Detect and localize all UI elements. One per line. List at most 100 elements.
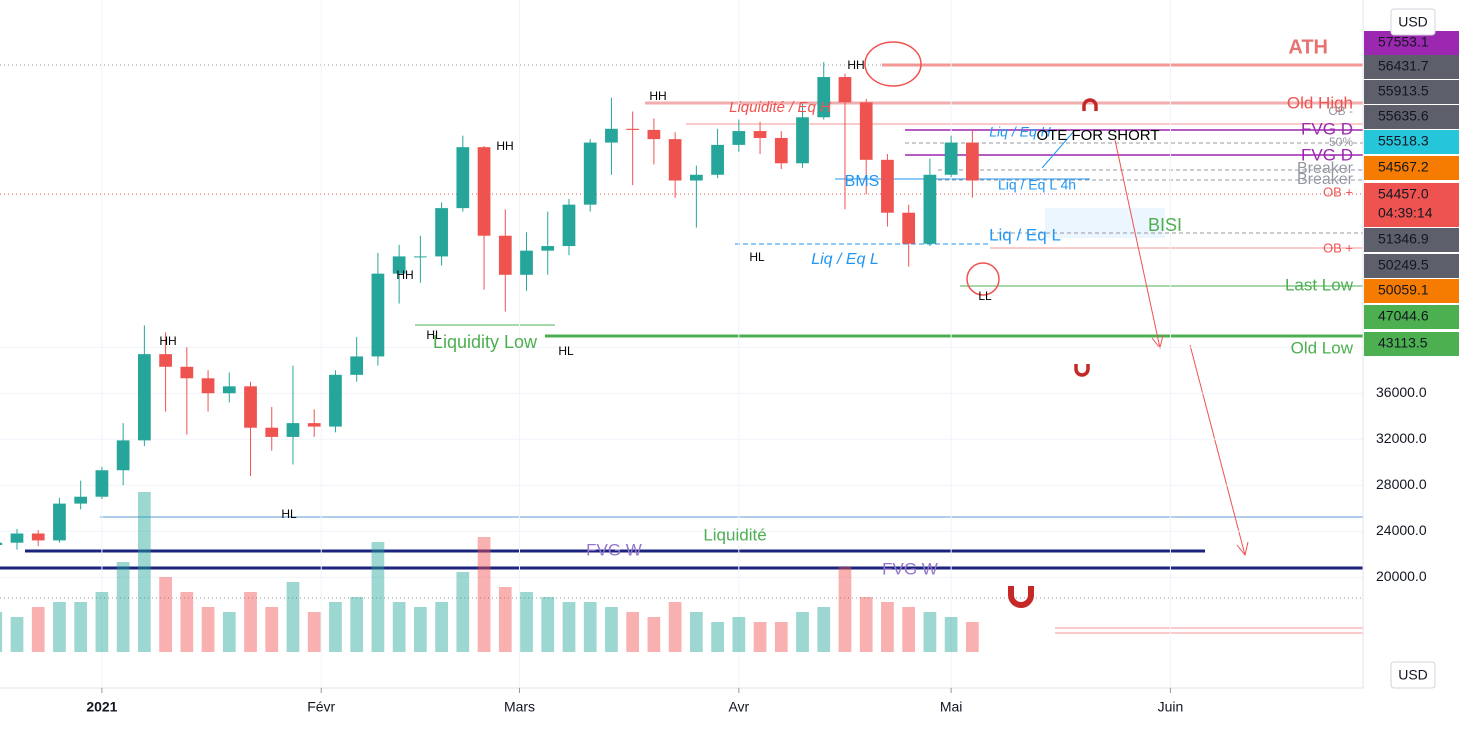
annotation: LL [978, 289, 992, 303]
annotation: OB - [1328, 104, 1353, 118]
highlight-circle [966, 262, 1000, 296]
candle-body [498, 235, 512, 275]
volume-bar [307, 612, 321, 652]
volume-bar [923, 612, 937, 652]
volume-bar [965, 622, 979, 652]
volume-bar [95, 592, 109, 652]
candles [0, 62, 979, 550]
candle-body [0, 542, 3, 546]
annotation: Liq / Eq L [989, 225, 1061, 244]
volume-bar [541, 597, 555, 652]
volume-bar [31, 607, 45, 652]
volume-bar [732, 617, 746, 652]
annotation: HL [281, 507, 297, 521]
currency-label[interactable]: USD [1398, 667, 1428, 683]
candle-body [583, 142, 597, 205]
annotation: Liq / Eq H [989, 124, 1051, 140]
candle-body [371, 273, 385, 357]
axes: 20000.024000.028000.032000.036000.040000… [86, 31, 1459, 715]
price-tag [1364, 228, 1459, 252]
annotation: Last Low [1285, 275, 1354, 294]
volume-bar [180, 592, 194, 652]
annotation: FVG D [1301, 119, 1353, 138]
volume-bar [435, 602, 448, 652]
volume-bar [562, 602, 576, 652]
volume-bars [0, 492, 979, 652]
candle-body [286, 423, 300, 437]
volume-bar [201, 607, 215, 652]
volume-bar [392, 602, 406, 652]
annotation: HL [558, 344, 574, 358]
candle-body [244, 386, 257, 428]
volume-bar [689, 612, 703, 652]
volume-bar [838, 567, 852, 652]
price-tag-label: 54567.2 [1378, 159, 1429, 175]
annotation: ATH [1288, 36, 1328, 58]
arrow [1189, 344, 1246, 556]
volume-bar [10, 617, 24, 652]
volume-bar [944, 617, 958, 652]
currency-box[interactable] [1390, 8, 1436, 36]
candle-body [668, 139, 682, 181]
volume-bar [350, 597, 364, 652]
candle-body [31, 533, 45, 541]
candle-body [944, 142, 958, 175]
volume-bar [902, 607, 916, 652]
candle-body [74, 496, 88, 504]
x-tick-label: 2021 [86, 699, 117, 715]
candle-body [10, 533, 24, 543]
volume-bar [456, 572, 470, 652]
annotation: Liq / Eq L 4h [998, 177, 1076, 193]
volume-bar [0, 612, 3, 652]
price-tag [1364, 105, 1459, 129]
volume-bar [859, 597, 873, 652]
price-tag-label: 57553.1 [1378, 34, 1429, 50]
volume-bar [605, 607, 618, 652]
volume-bar [583, 602, 597, 652]
volume-bar [647, 617, 661, 652]
candle-body [817, 77, 831, 118]
volume-bar [74, 602, 88, 652]
volume-bar [413, 607, 427, 652]
volume-bar [774, 622, 788, 652]
magnet-icon [1008, 586, 1034, 608]
candle-body [753, 131, 767, 138]
currency-box[interactable] [1390, 661, 1436, 689]
annotation: HH [496, 139, 513, 153]
candle-body [53, 503, 66, 541]
volume-bar [159, 577, 172, 652]
volume-bar [265, 607, 279, 652]
currency-label[interactable]: USD [1398, 14, 1428, 30]
candle-body [541, 246, 555, 251]
price-tag-label: 43113.5 [1378, 335, 1428, 351]
volume-bar [116, 562, 130, 652]
annotation: HL [426, 328, 442, 342]
volume-bar [520, 592, 533, 652]
candle-body [520, 250, 533, 275]
volume-bar [796, 612, 809, 652]
candle-body [456, 147, 470, 209]
candle-body [881, 159, 894, 213]
volume-bar [668, 602, 682, 652]
volume-bar [371, 542, 385, 652]
candle-body [159, 354, 172, 367]
annotation: Liquidity Low [433, 332, 538, 352]
annotation: HH [649, 89, 666, 103]
annotation: BMS [845, 173, 880, 190]
annotation: HH [396, 268, 413, 282]
candle-body [350, 356, 364, 375]
annotation: Old Low [1291, 338, 1354, 357]
price-tag-label: 51346.9 [1378, 231, 1429, 247]
price-tag-label: 55518.3 [1378, 133, 1429, 149]
arrow [1114, 139, 1161, 349]
candle-body [329, 374, 342, 427]
price-tag [1364, 156, 1459, 180]
price-tag [1364, 130, 1459, 154]
price-tag-label: 50249.5 [1378, 257, 1429, 273]
price-tag [1364, 80, 1459, 104]
candle-body [626, 128, 640, 130]
annotation: OTE FOR SHORT [1036, 127, 1159, 144]
candle-body [605, 128, 618, 143]
arrow-head [1236, 541, 1249, 557]
